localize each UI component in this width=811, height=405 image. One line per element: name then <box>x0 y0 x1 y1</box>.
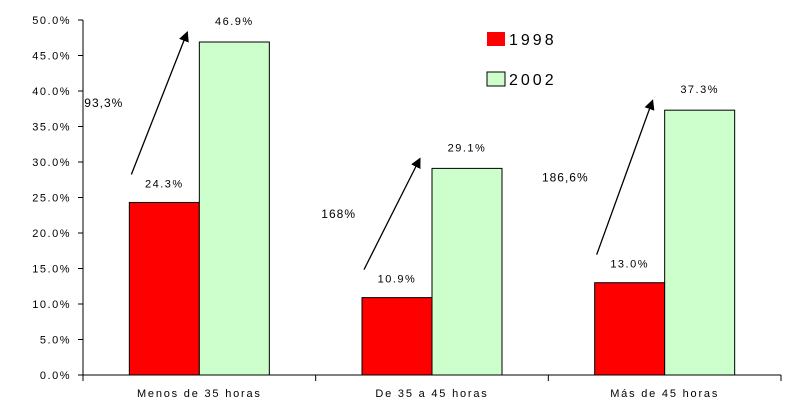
bar-2002 <box>198 41 270 376</box>
bar-1998 <box>128 201 200 376</box>
y-tick-label: 15.0% <box>32 264 71 276</box>
growth-arrow <box>596 99 655 255</box>
y-tick-label: 0.0% <box>40 370 71 382</box>
y-tick-label: 30.0% <box>32 157 71 169</box>
growth-label: 168% <box>321 207 356 221</box>
y-tick-label: 45.0% <box>32 51 71 63</box>
data-label-1998: 24.3% <box>145 178 184 190</box>
bar-2002 <box>431 167 503 376</box>
legend-label-1998: 1998 <box>509 32 557 49</box>
growth-arrow <box>363 157 421 270</box>
y-tick-label: 5.0% <box>40 335 71 347</box>
y-tick-label: 50.0% <box>32 15 71 27</box>
growth-label: 186,6% <box>542 170 589 184</box>
data-label-2002: 46.9% <box>215 16 254 28</box>
growth-label: 93,3% <box>84 96 123 110</box>
y-tick-label: 20.0% <box>32 228 71 240</box>
data-label-1998: 10.9% <box>378 274 417 286</box>
y-tick-label: 25.0% <box>32 193 71 205</box>
growth-arrow <box>130 31 189 175</box>
legend-label-2002: 2002 <box>509 72 557 89</box>
bar-1998 <box>594 282 666 376</box>
legend-swatch-1998 <box>487 32 505 46</box>
legend-swatch-2002 <box>486 71 506 87</box>
y-tick-label: 35.0% <box>32 122 71 134</box>
y-tick-label: 10.0% <box>32 299 71 311</box>
x-tick-label: Menos de 35 horas <box>137 388 262 400</box>
x-tick-label: Más de 45 horas <box>610 388 719 400</box>
bar-1998 <box>361 297 433 376</box>
bar-2002 <box>664 109 736 376</box>
data-label-1998: 13.0% <box>610 259 649 271</box>
data-label-2002: 29.1% <box>448 142 487 154</box>
data-label-2002: 37.3% <box>680 84 719 96</box>
x-tick-label: De 35 a 45 horas <box>375 388 488 400</box>
y-tick-label: 40.0% <box>32 86 71 98</box>
